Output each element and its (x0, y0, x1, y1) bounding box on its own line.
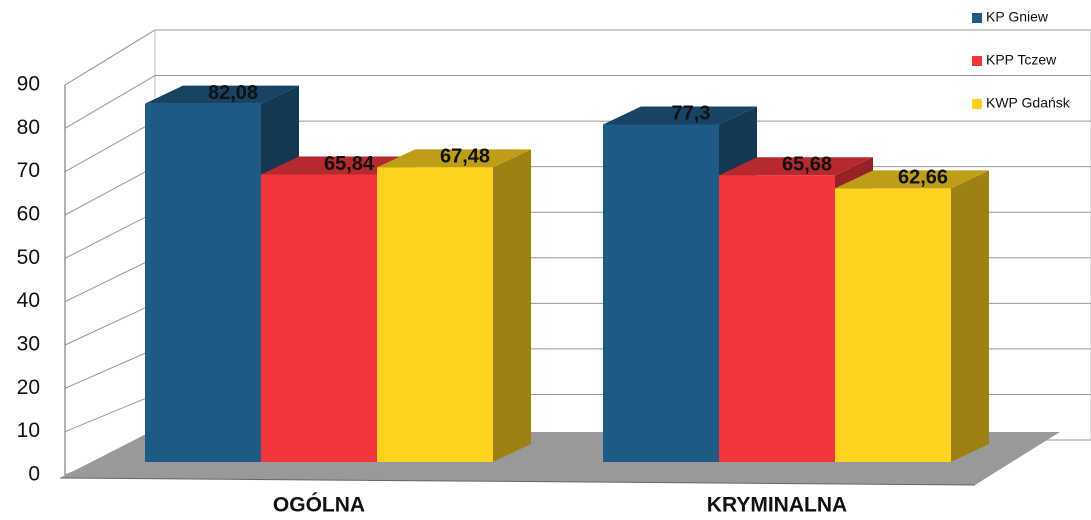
bar (835, 188, 951, 462)
data-label: 82,08 (208, 82, 258, 104)
y-tick-label: 70 (17, 159, 40, 182)
data-label: 65,84 (324, 153, 375, 175)
bar (377, 167, 493, 462)
bar (261, 174, 377, 463)
bar-top (145, 85, 299, 104)
y-tick-label: 90 (17, 73, 40, 96)
bar-top (377, 149, 531, 168)
data-label: 67,48 (440, 146, 490, 168)
x-tick-label: OGÓLNA (273, 493, 365, 517)
y-tick-label: 0 (28, 463, 40, 486)
bar-side (493, 149, 531, 462)
x-axis (59, 477, 976, 486)
grid-line (64, 29, 1091, 86)
y-tick-label: 30 (17, 333, 40, 356)
legend-swatch (972, 56, 982, 66)
bar (603, 124, 719, 462)
y-tick-label: 80 (17, 116, 40, 139)
bar-top (835, 170, 989, 189)
legend-label: KP Gniew (986, 9, 1049, 25)
data-label: 77,3 (672, 103, 711, 125)
bar (145, 103, 261, 463)
y-tick-label: 60 (17, 203, 40, 226)
legend-label: KPP Tczew (986, 52, 1057, 68)
y-tick-label: 10 (17, 419, 40, 442)
legend-label: KWP Gdańsk (986, 95, 1071, 111)
grid-line (64, 75, 1091, 129)
bar-top (261, 156, 415, 175)
y-tick-label: 50 (17, 246, 40, 269)
bar (719, 175, 835, 462)
y-tick-label: 40 (17, 289, 40, 312)
legend-swatch (972, 99, 982, 109)
x-tick-label: KRYMINALNA (707, 494, 847, 517)
bar-top (603, 106, 757, 125)
side-wall (64, 29, 156, 476)
bar-top (719, 157, 873, 176)
data-label: 62,66 (898, 167, 948, 189)
y-tick-label: 20 (17, 376, 40, 399)
data-label: 65,68 (782, 153, 832, 175)
legend-swatch (972, 13, 982, 23)
bar-side (951, 170, 989, 462)
